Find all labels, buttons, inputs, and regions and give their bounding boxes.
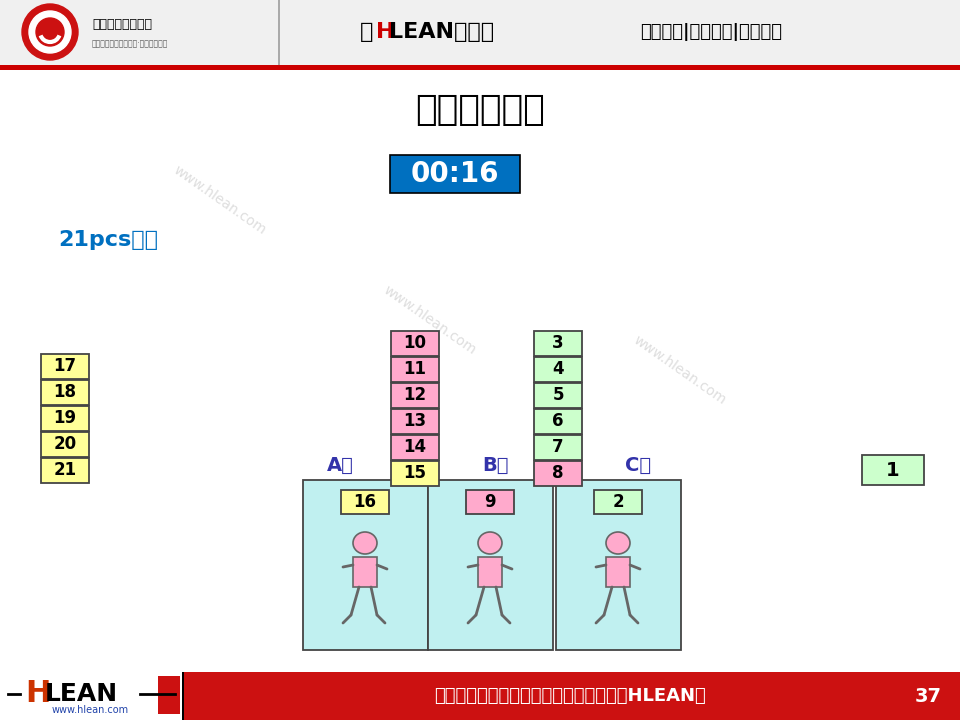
Bar: [556, 480, 681, 650]
Bar: [41, 431, 89, 456]
Bar: [478, 557, 502, 587]
Text: LEAN: LEAN: [45, 682, 118, 706]
Bar: [534, 356, 582, 382]
Text: 18: 18: [54, 383, 77, 401]
Circle shape: [29, 11, 71, 53]
Text: H: H: [376, 22, 395, 42]
Bar: [534, 461, 582, 485]
Text: 2: 2: [612, 493, 624, 511]
Text: 精益生产|智能制造|管理前沿: 精益生产|智能制造|管理前沿: [640, 23, 782, 41]
Text: 1: 1: [886, 461, 900, 480]
Bar: [534, 408, 582, 433]
Bar: [391, 382, 439, 408]
Text: 4: 4: [552, 360, 564, 378]
Text: 做行业标杆，找精弘益；要幸福高效，用HLEAN！: 做行业标杆，找精弘益；要幸福高效，用HLEAN！: [434, 687, 706, 705]
Text: 6: 6: [552, 412, 564, 430]
Text: 9: 9: [484, 493, 495, 511]
Bar: [0, 672, 182, 720]
Ellipse shape: [353, 532, 377, 554]
Text: 中国先进精益管理体系·智能制造系统: 中国先进精益管理体系·智能制造系统: [92, 40, 168, 48]
Text: H: H: [25, 680, 50, 708]
Bar: [41, 354, 89, 379]
Text: 21pcs产品: 21pcs产品: [58, 230, 158, 250]
Text: 精益生产促进中心: 精益生产促进中心: [92, 17, 152, 30]
Text: 16: 16: [353, 493, 376, 511]
Text: 【: 【: [360, 22, 373, 42]
Bar: [391, 434, 439, 459]
Text: A站: A站: [326, 456, 353, 474]
Bar: [0, 65, 960, 70]
Circle shape: [36, 18, 64, 46]
Bar: [534, 382, 582, 408]
Bar: [41, 405, 89, 431]
Text: 7: 7: [552, 438, 564, 456]
Bar: [534, 330, 582, 356]
Bar: [427, 480, 553, 650]
Text: 10: 10: [403, 334, 426, 352]
Bar: [466, 490, 514, 514]
Text: C站: C站: [625, 456, 651, 474]
Text: 11: 11: [403, 360, 426, 378]
Text: 00:16: 00:16: [411, 160, 499, 188]
Text: 12: 12: [403, 386, 426, 404]
Text: 3: 3: [552, 334, 564, 352]
Text: LEAN学堂】: LEAN学堂】: [389, 22, 494, 42]
Bar: [606, 557, 630, 587]
Text: 5: 5: [552, 386, 564, 404]
Bar: [341, 490, 389, 514]
Bar: [862, 455, 924, 485]
Text: 37: 37: [915, 686, 942, 706]
Text: 19: 19: [54, 409, 77, 427]
Bar: [391, 408, 439, 433]
Text: www.hlean.com: www.hlean.com: [631, 333, 729, 408]
Text: 14: 14: [403, 438, 426, 456]
Text: 20: 20: [54, 435, 77, 453]
Bar: [278, 0, 280, 65]
Text: 传统堆货生产: 传统堆货生产: [415, 93, 545, 127]
Bar: [302, 480, 427, 650]
Bar: [391, 330, 439, 356]
Text: www.hlean.com: www.hlean.com: [381, 283, 479, 357]
Bar: [41, 457, 89, 482]
Text: 15: 15: [403, 464, 426, 482]
Bar: [534, 434, 582, 459]
Bar: [391, 356, 439, 382]
Text: www.hlean.com: www.hlean.com: [52, 705, 129, 715]
Bar: [391, 461, 439, 485]
Text: 13: 13: [403, 412, 426, 430]
Circle shape: [22, 4, 78, 60]
Text: 8: 8: [552, 464, 564, 482]
Bar: [353, 557, 377, 587]
Text: B站: B站: [482, 456, 508, 474]
Text: www.hlean.com: www.hlean.com: [171, 163, 269, 237]
Bar: [182, 672, 184, 720]
Bar: [390, 155, 520, 193]
Bar: [41, 379, 89, 405]
Bar: [0, 672, 960, 720]
Ellipse shape: [478, 532, 502, 554]
Text: 17: 17: [54, 357, 77, 375]
Bar: [594, 490, 642, 514]
Text: 21: 21: [54, 461, 77, 479]
Bar: [0, 0, 960, 65]
Ellipse shape: [606, 532, 630, 554]
Bar: [158, 676, 180, 714]
